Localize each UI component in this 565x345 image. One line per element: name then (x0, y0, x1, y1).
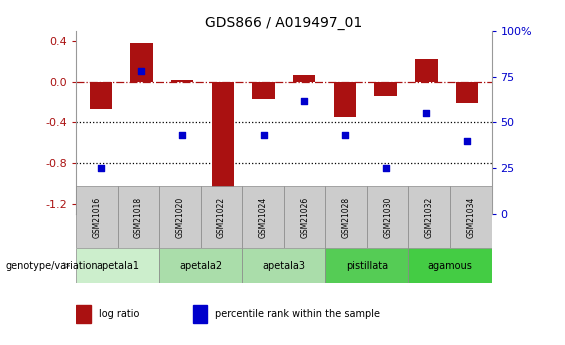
Text: GSM21026: GSM21026 (300, 197, 309, 238)
Point (463, 138, 472, 144)
Bar (334, 82, 356, 117)
Bar (76, 248, 159, 283)
Text: GSM21016: GSM21016 (93, 197, 102, 238)
Text: GSM21034: GSM21034 (466, 197, 475, 238)
Title: GDS866 / A019497_01: GDS866 / A019497_01 (205, 16, 363, 30)
Point (137, 69, 146, 74)
Bar (408, 248, 492, 283)
Bar (293, 75, 315, 82)
Bar (171, 80, 193, 82)
Bar (212, 82, 234, 206)
Bar (253, 82, 275, 99)
Bar (89, 82, 112, 109)
Bar (159, 248, 242, 283)
Text: apetala1: apetala1 (96, 261, 140, 270)
Text: GSM21024: GSM21024 (259, 197, 268, 238)
Point (381, 166, 390, 171)
Text: apetala2: apetala2 (179, 261, 223, 270)
Bar (76, 186, 118, 248)
Text: GSM21028: GSM21028 (342, 197, 351, 238)
Text: genotype/variation: genotype/variation (6, 261, 98, 270)
Bar (456, 82, 479, 103)
Bar (408, 186, 450, 248)
Bar (118, 186, 159, 248)
Bar (375, 82, 397, 96)
Bar (201, 186, 242, 248)
Text: log ratio: log ratio (99, 309, 140, 319)
Bar (193, 305, 207, 323)
Bar (325, 186, 367, 248)
Point (218, 207, 227, 213)
Text: GSM21022: GSM21022 (217, 197, 226, 238)
Bar (130, 43, 153, 82)
Bar (367, 186, 408, 248)
Bar (242, 186, 284, 248)
Point (177, 132, 186, 138)
Bar (415, 59, 438, 82)
Text: percentile rank within the sample: percentile rank within the sample (215, 309, 380, 319)
Bar (242, 248, 325, 283)
Text: GSM21032: GSM21032 (425, 197, 434, 238)
Bar (450, 186, 492, 248)
Bar (76, 305, 91, 323)
Point (300, 98, 309, 103)
Point (422, 111, 431, 116)
Text: GSM21030: GSM21030 (383, 197, 392, 238)
Text: GSM21018: GSM21018 (134, 197, 143, 238)
Text: agamous: agamous (428, 261, 472, 270)
Text: pistillata: pistillata (346, 261, 388, 270)
Point (341, 132, 350, 138)
Bar (284, 186, 325, 248)
Bar (159, 186, 201, 248)
Text: GSM21020: GSM21020 (176, 197, 185, 238)
Point (259, 132, 268, 138)
Point (96, 166, 105, 171)
Bar (325, 248, 408, 283)
Text: apetala3: apetala3 (262, 261, 306, 270)
